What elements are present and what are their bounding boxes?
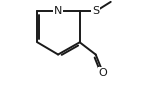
Text: S: S [92,6,99,16]
Text: N: N [54,6,62,16]
Text: O: O [99,68,108,78]
